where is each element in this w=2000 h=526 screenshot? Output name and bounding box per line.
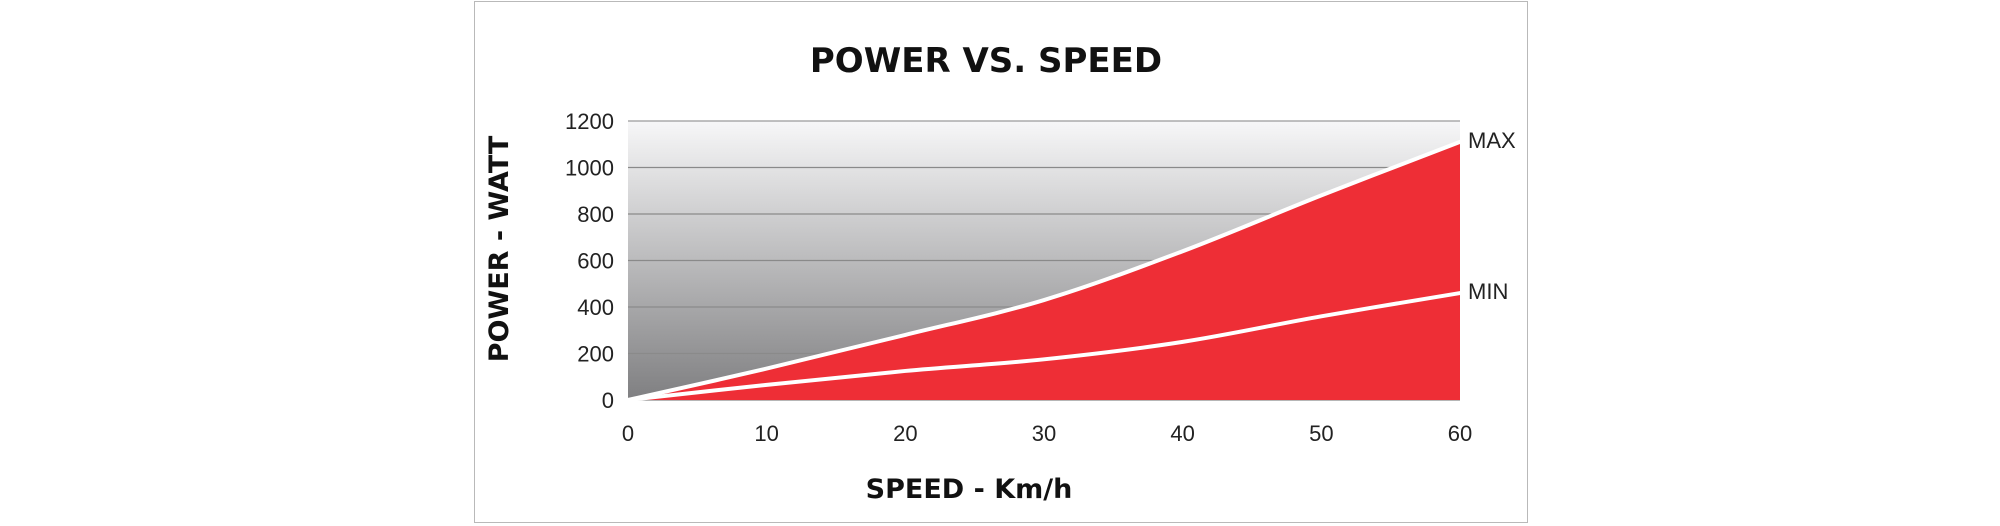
y-tick-label: 600 [577, 249, 614, 274]
chart-title: POWER VS. SPEED [810, 41, 1162, 81]
series-line-max [626, 139, 1462, 402]
x-tick-label: 60 [1448, 421, 1472, 446]
x-tick-label: 40 [1170, 421, 1194, 446]
series-label-max: MAX [1468, 128, 1516, 153]
x-tick-label: 10 [754, 421, 778, 446]
y-tick-label: 800 [577, 202, 614, 227]
x-tick-label: 0 [622, 421, 634, 446]
y-axis-title: POWER - WATT [484, 135, 515, 362]
series-lines [626, 139, 1462, 402]
area-between-max-min [628, 141, 1460, 401]
y-axis-ticks: 0 200 400 600 800 1000 1200 [565, 109, 614, 413]
y-tick-label: 1200 [565, 109, 614, 134]
y-tick-label: 1000 [565, 156, 614, 181]
series-line-min [626, 291, 1462, 402]
x-tick-label: 50 [1309, 421, 1333, 446]
y-tick-label: 0 [602, 388, 614, 413]
x-axis-title: SPEED - Km/h [866, 474, 1073, 505]
x-tick-label: 20 [893, 421, 917, 446]
series-label-min: MIN [1468, 279, 1508, 304]
x-axis-ticks: 0 10 20 30 40 50 60 [622, 421, 1472, 446]
y-tick-label: 200 [577, 342, 614, 367]
chart-frame: 0 200 400 600 800 1000 1200 0 10 20 30 40 50 60 MAX M… [474, 1, 1528, 523]
series-labels: MAX MIN [1468, 128, 1516, 304]
y-tick-label: 400 [577, 295, 614, 320]
x-tick-label: 30 [1032, 421, 1056, 446]
